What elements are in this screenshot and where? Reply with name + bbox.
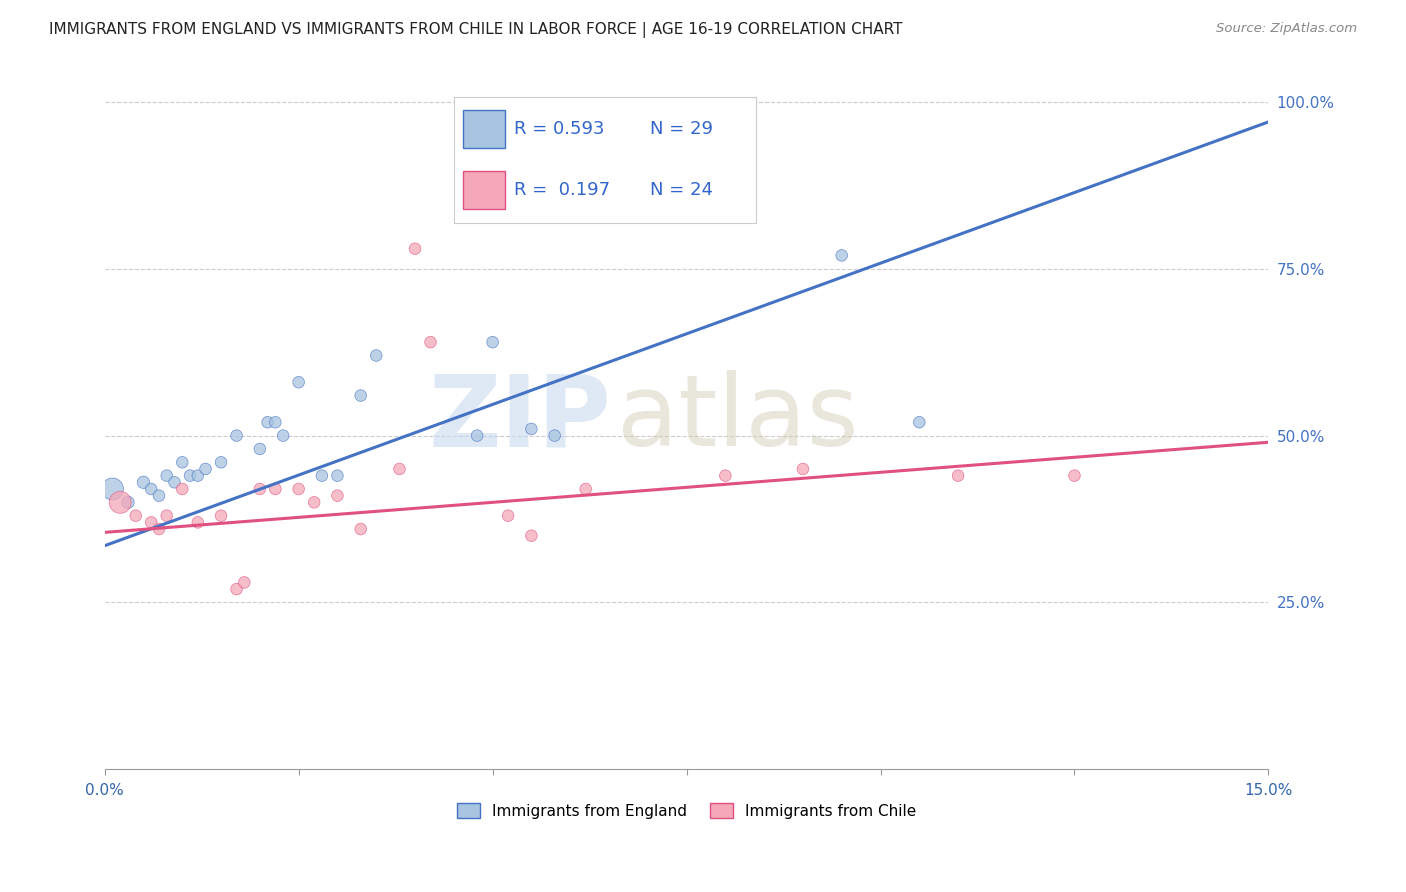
- Point: [419, 335, 441, 350]
- Point: [179, 468, 201, 483]
- Legend: Immigrants from England, Immigrants from Chile: Immigrants from England, Immigrants from…: [451, 797, 922, 825]
- Point: [101, 482, 124, 496]
- Point: [946, 468, 969, 483]
- Point: [326, 468, 349, 483]
- Point: [141, 516, 163, 530]
- Point: [350, 522, 373, 536]
- Point: [256, 415, 278, 429]
- Point: [908, 415, 931, 429]
- Point: [792, 462, 814, 476]
- Point: [194, 462, 217, 476]
- Point: [496, 508, 519, 523]
- Point: [225, 582, 247, 596]
- Point: [350, 388, 373, 402]
- Point: [156, 508, 179, 523]
- Point: [831, 248, 853, 262]
- Point: [187, 516, 209, 530]
- Text: atlas: atlas: [617, 370, 858, 467]
- Point: [187, 468, 209, 483]
- Text: ZIP: ZIP: [427, 370, 610, 467]
- Point: [1063, 468, 1085, 483]
- Point: [520, 529, 543, 543]
- Point: [141, 482, 163, 496]
- Point: [163, 475, 186, 490]
- Point: [388, 462, 411, 476]
- Point: [326, 489, 349, 503]
- Point: [404, 242, 426, 256]
- Point: [148, 489, 170, 503]
- Point: [575, 188, 598, 202]
- Point: [125, 508, 148, 523]
- Point: [302, 495, 325, 509]
- Point: [225, 428, 247, 442]
- Point: [481, 335, 503, 350]
- Point: [209, 455, 232, 469]
- Point: [311, 468, 333, 483]
- Point: [172, 482, 194, 496]
- Point: [117, 495, 139, 509]
- Point: [233, 575, 256, 590]
- Point: [132, 475, 155, 490]
- Point: [108, 495, 131, 509]
- Point: [714, 468, 737, 483]
- Text: IMMIGRANTS FROM ENGLAND VS IMMIGRANTS FROM CHILE IN LABOR FORCE | AGE 16-19 CORR: IMMIGRANTS FROM ENGLAND VS IMMIGRANTS FR…: [49, 22, 903, 38]
- Point: [156, 468, 179, 483]
- Point: [264, 415, 287, 429]
- Point: [148, 522, 170, 536]
- Point: [287, 375, 309, 389]
- Point: [287, 482, 309, 496]
- Point: [249, 442, 271, 456]
- Point: [271, 428, 294, 442]
- Point: [575, 482, 598, 496]
- Point: [264, 482, 287, 496]
- Text: Source: ZipAtlas.com: Source: ZipAtlas.com: [1216, 22, 1357, 36]
- Point: [543, 428, 565, 442]
- Point: [465, 428, 488, 442]
- Point: [172, 455, 194, 469]
- Point: [249, 482, 271, 496]
- Point: [520, 422, 543, 436]
- Point: [209, 508, 232, 523]
- Point: [366, 349, 388, 363]
